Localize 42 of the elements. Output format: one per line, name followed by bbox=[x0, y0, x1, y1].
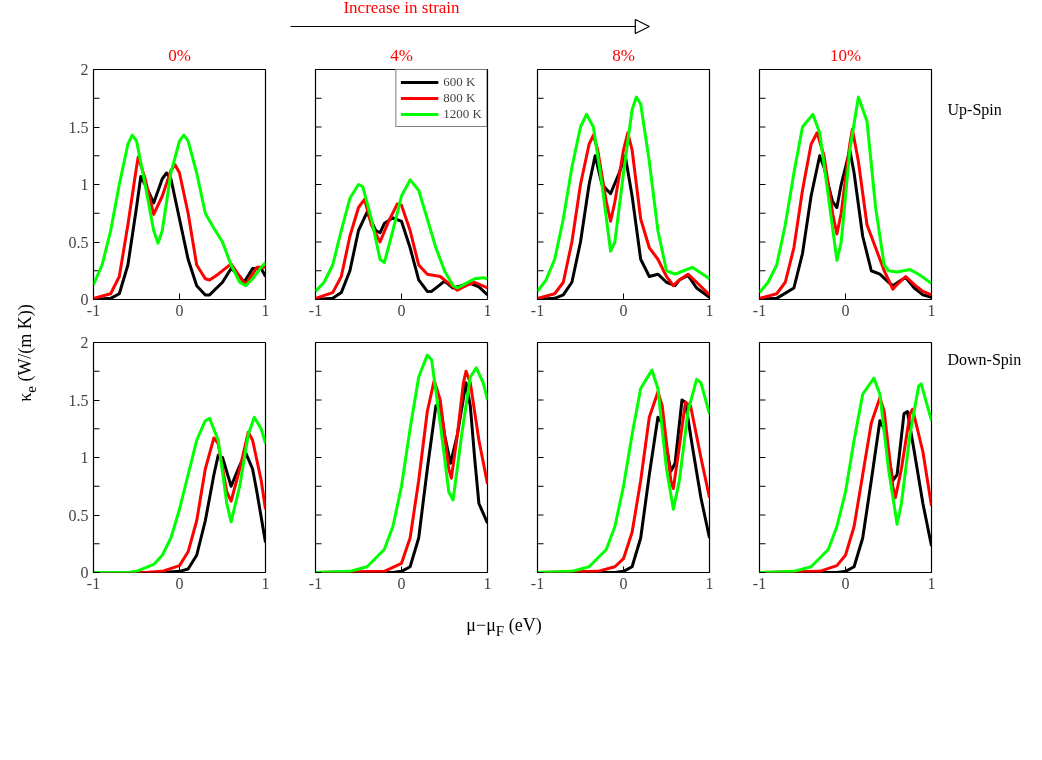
line-series bbox=[93, 133, 266, 288]
y-tick-label: 1.5 bbox=[68, 118, 89, 136]
chart-title: 0% bbox=[168, 45, 191, 65]
chart-title: 4% bbox=[390, 45, 413, 65]
x-tick-label: 0 bbox=[841, 301, 850, 319]
legend-label: 600 K bbox=[443, 74, 476, 90]
chart-title: 8% bbox=[612, 45, 635, 65]
y-tick-label: 1 bbox=[80, 176, 89, 193]
x-tick-label: 0 bbox=[175, 574, 184, 592]
x-tick-label: 0 bbox=[841, 574, 850, 592]
x-tick-label: 1 bbox=[483, 301, 492, 319]
text: Up-Spin bbox=[947, 101, 1002, 120]
legend-label: 800 K bbox=[443, 90, 476, 106]
x-tick-label: 0 bbox=[619, 574, 628, 592]
x-tick-label: 1 bbox=[927, 301, 936, 319]
y-tick-label: 1.5 bbox=[68, 391, 89, 409]
y-tick-label: 0.5 bbox=[68, 506, 89, 524]
x-tick-label: 0 bbox=[619, 301, 628, 319]
text: Increase in strain bbox=[343, 0, 461, 17]
x-axis-title: μ−μ$_{F}$ (eV) bbox=[465, 614, 543, 641]
text: Down-Spin bbox=[947, 351, 1022, 370]
x-tick-label: 1 bbox=[483, 574, 492, 592]
x-tick-label: -1 bbox=[530, 574, 545, 592]
x-tick-label: -1 bbox=[752, 574, 767, 592]
y-tick-label: 1 bbox=[80, 449, 89, 466]
x-tick-label: 1 bbox=[261, 301, 270, 319]
x-tick-label: 0 bbox=[175, 301, 184, 319]
x-tick-label: 1 bbox=[261, 574, 270, 592]
x-tick-label: -1 bbox=[308, 574, 323, 592]
x-tick-label: 0 bbox=[397, 574, 406, 592]
x-tick-label: 1 bbox=[705, 574, 714, 592]
x-tick-label: 0 bbox=[397, 301, 406, 319]
x-tick-label: 1 bbox=[705, 301, 714, 319]
y-tick-label: 2 bbox=[80, 334, 89, 351]
x-tick-label: -1 bbox=[530, 301, 545, 319]
y-tick-label: 2 bbox=[80, 61, 89, 78]
x-tick-label: -1 bbox=[308, 301, 323, 319]
chart-title: 10% bbox=[829, 45, 862, 65]
x-tick-label: 1 bbox=[927, 574, 936, 592]
x-tick-label: -1 bbox=[752, 301, 767, 319]
y-tick-label: 0.5 bbox=[68, 233, 89, 251]
legend-label: 1200 K bbox=[443, 106, 482, 122]
